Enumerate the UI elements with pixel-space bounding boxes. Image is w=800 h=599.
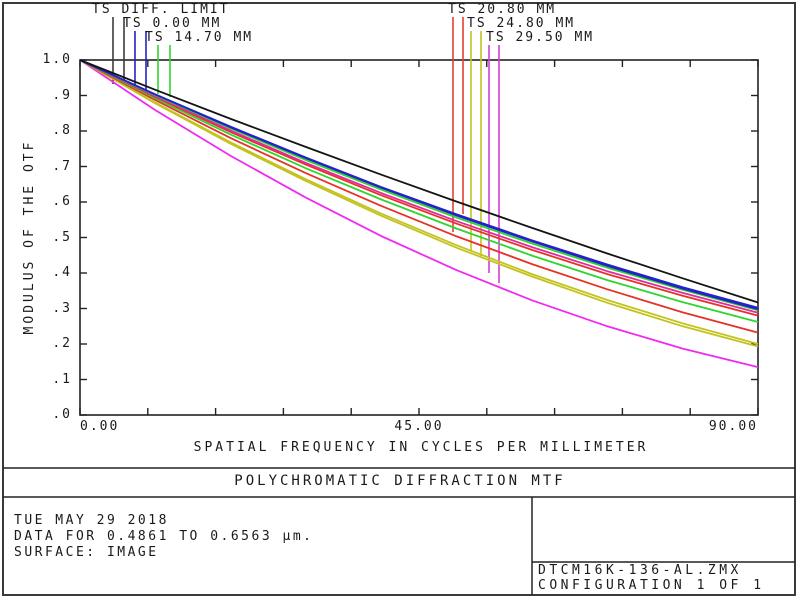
y-tick-label: 1.0 <box>42 52 72 67</box>
configuration-text: CONFIGURATION 1 OF 1 <box>538 578 765 593</box>
legend-label: TS 0.00 MM <box>123 16 222 31</box>
surface-text: SURFACE: IMAGE <box>14 545 159 560</box>
mtf-curve-tangential-ts2480mm <box>79 59 759 345</box>
x-axis-title: SPATIAL FREQUENCY IN CYCLES PER MILLIMET… <box>193 440 649 455</box>
y-tick-label: .6 <box>52 194 72 209</box>
mtf-curve-sagittal-ts2950mm <box>79 59 759 368</box>
mtf-curve-tangential-ts000mm <box>79 59 759 309</box>
legend-label: TS 29.50 MM <box>486 30 595 45</box>
mtf-curve-tangential-ts1470mm <box>79 59 759 312</box>
legend-label: TS 14.70 MM <box>145 30 254 45</box>
y-tick-label: .3 <box>52 300 72 316</box>
x-tick-label: 45.00 <box>394 419 444 434</box>
legend-label: TS DIFF. LIMIT <box>92 2 230 17</box>
y-tick-label: .0 <box>52 407 72 422</box>
mtf-curve-tangential-ts2080mm <box>79 59 759 317</box>
wavelength-range-text: DATA FOR 0.4861 TO 0.6563 µm. <box>14 529 314 544</box>
x-tick-label: 0.00 <box>80 419 120 434</box>
mtf-curve-sagittal-ts2080mm <box>79 59 759 334</box>
y-tick-label: .7 <box>52 158 72 174</box>
y-tick-label: .8 <box>52 123 72 138</box>
legend-label: TS 24.80 MM <box>467 16 576 31</box>
chart-title: POLYCHROMATIC DIFFRACTION MTF <box>234 473 566 489</box>
y-tick-label: .2 <box>52 336 72 351</box>
mtf-curve-sagittal-ts1470mm <box>79 59 759 323</box>
x-tick-label: 90.00 <box>708 419 758 434</box>
date-text: TUE MAY 29 2018 <box>14 513 169 528</box>
mtf-curve-tangential-ts2950mm <box>79 59 759 314</box>
mtf-curve-sagittal-ts000mm <box>79 59 759 311</box>
y-tick-label: .9 <box>52 87 72 103</box>
mtf-curve-diffraction-limit-tsdifflimit <box>79 59 759 304</box>
lens-filename: DTCM16K-136-AL.ZMX <box>538 563 742 578</box>
y-tick-label: .5 <box>52 229 72 245</box>
mtf-curve-sagittal-ts2480mm <box>79 59 759 348</box>
y-tick-label: .1 <box>52 371 72 387</box>
y-tick-label: .4 <box>52 265 72 280</box>
legend-label: TS 20.80 MM <box>448 2 557 17</box>
